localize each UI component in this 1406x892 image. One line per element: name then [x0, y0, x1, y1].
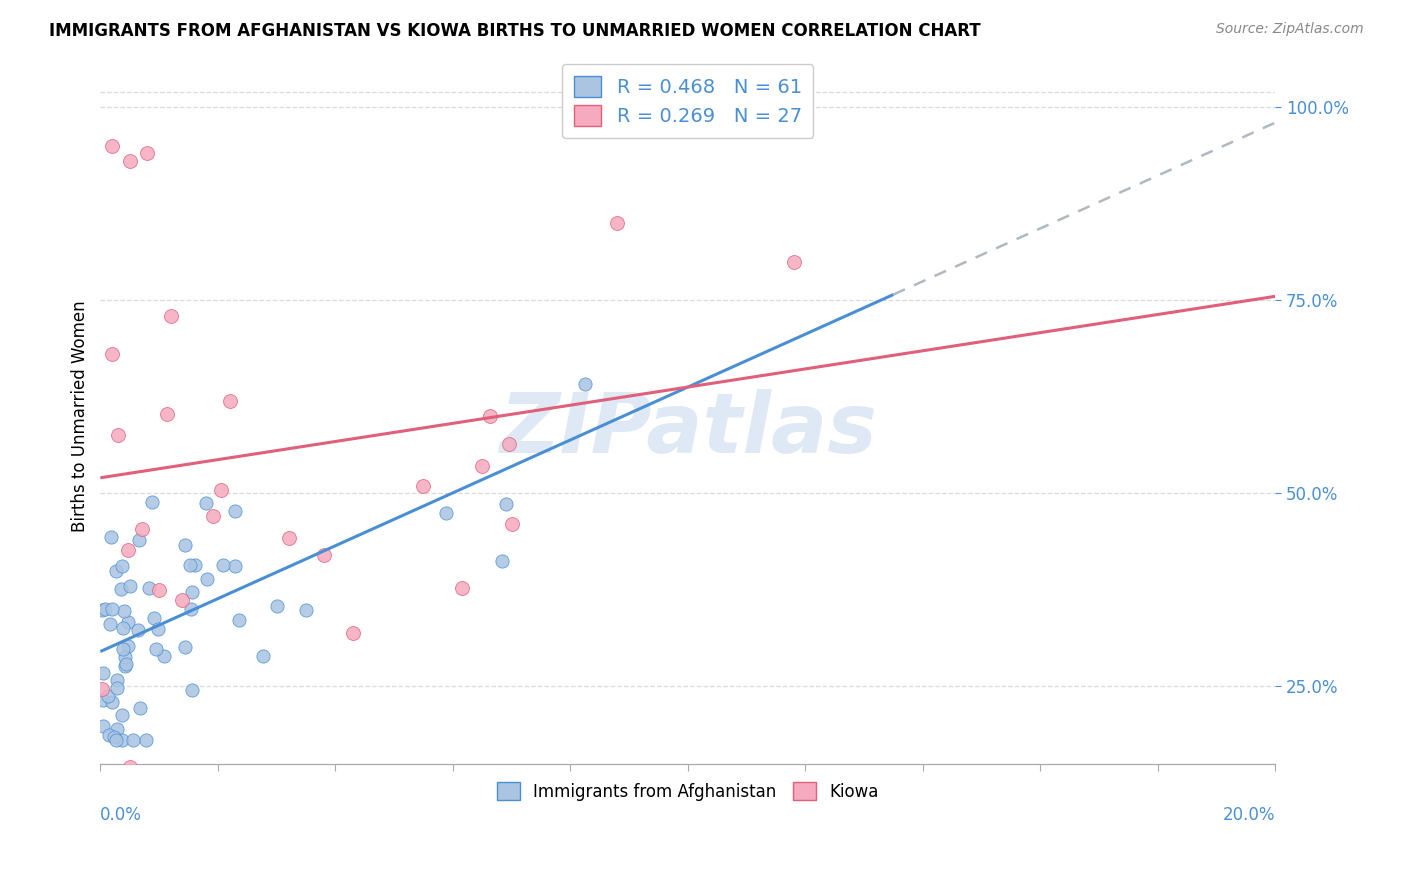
Point	[224, 558, 246, 573]
Point	[180, 601, 202, 615]
Point	[110, 733, 132, 747]
Point	[224, 503, 246, 517]
Point	[91, 665, 114, 680]
Point	[195, 572, 218, 586]
Point	[105, 681, 128, 696]
Y-axis label: Births to Unmarried Women: Births to Unmarried Women	[72, 301, 89, 532]
Point	[136, 146, 159, 161]
Point	[209, 483, 232, 497]
Point	[131, 522, 153, 536]
Point	[112, 621, 135, 635]
Point	[128, 533, 150, 547]
Point	[153, 648, 176, 663]
Point	[103, 730, 125, 744]
Point	[450, 581, 472, 595]
Point	[179, 558, 201, 573]
Point	[120, 579, 142, 593]
Point	[434, 506, 457, 520]
Legend: Immigrants from Afghanistan, Kiowa: Immigrants from Afghanistan, Kiowa	[489, 775, 886, 807]
Text: ZIPatlas: ZIPatlas	[499, 390, 877, 470]
Point	[498, 437, 520, 451]
Point	[252, 648, 274, 663]
Point	[479, 409, 502, 423]
Point	[100, 530, 122, 544]
Text: 20.0%: 20.0%	[1223, 806, 1275, 824]
Point	[97, 690, 120, 704]
Point	[91, 719, 114, 733]
Point	[101, 347, 124, 361]
Point	[181, 585, 204, 599]
Point	[114, 659, 136, 673]
Point	[105, 673, 128, 687]
Point	[174, 538, 197, 552]
Point	[111, 559, 134, 574]
Point	[412, 478, 434, 492]
Point	[118, 154, 141, 169]
Point	[501, 517, 523, 532]
Point	[141, 495, 163, 509]
Point	[277, 531, 299, 545]
Point	[606, 216, 628, 230]
Point	[145, 642, 167, 657]
Point	[110, 582, 132, 597]
Point	[91, 602, 114, 616]
Point	[111, 642, 134, 657]
Text: 0.0%: 0.0%	[100, 806, 142, 824]
Point	[97, 727, 120, 741]
Point	[98, 617, 121, 632]
Point	[212, 558, 235, 572]
Point	[174, 640, 197, 654]
Point	[312, 548, 335, 562]
Point	[295, 603, 318, 617]
Point	[170, 592, 193, 607]
Point	[266, 599, 288, 613]
Point	[101, 138, 124, 153]
Text: IMMIGRANTS FROM AFGHANISTAN VS KIOWA BIRTHS TO UNMARRIED WOMEN CORRELATION CHART: IMMIGRANTS FROM AFGHANISTAN VS KIOWA BIR…	[49, 22, 981, 40]
Point	[156, 407, 179, 421]
Point	[91, 693, 114, 707]
Point	[782, 254, 804, 268]
Point	[110, 707, 132, 722]
Point	[195, 496, 218, 510]
Point	[107, 427, 129, 442]
Point	[112, 604, 135, 618]
Point	[201, 509, 224, 524]
Point	[114, 650, 136, 665]
Point	[491, 553, 513, 567]
Point	[142, 611, 165, 625]
Point	[104, 733, 127, 747]
Point	[138, 581, 160, 595]
Point	[118, 760, 141, 774]
Point	[94, 602, 117, 616]
Point	[115, 657, 138, 672]
Point	[101, 696, 124, 710]
Point	[117, 543, 139, 558]
Point	[100, 602, 122, 616]
Point	[218, 393, 240, 408]
Point	[342, 625, 364, 640]
Point	[180, 683, 202, 698]
Point	[228, 613, 250, 627]
Point	[135, 733, 157, 747]
Point	[105, 564, 128, 578]
Point	[117, 639, 139, 653]
Point	[91, 681, 114, 696]
Point	[160, 309, 183, 323]
Point	[148, 582, 170, 597]
Point	[183, 558, 205, 572]
Point	[117, 615, 139, 630]
Point	[574, 376, 596, 391]
Point	[146, 622, 169, 636]
Point	[471, 459, 494, 474]
Point	[127, 624, 149, 638]
Point	[121, 733, 143, 747]
Point	[129, 700, 152, 714]
Point	[495, 497, 517, 511]
Text: Source: ZipAtlas.com: Source: ZipAtlas.com	[1216, 22, 1364, 37]
Point	[105, 722, 128, 736]
